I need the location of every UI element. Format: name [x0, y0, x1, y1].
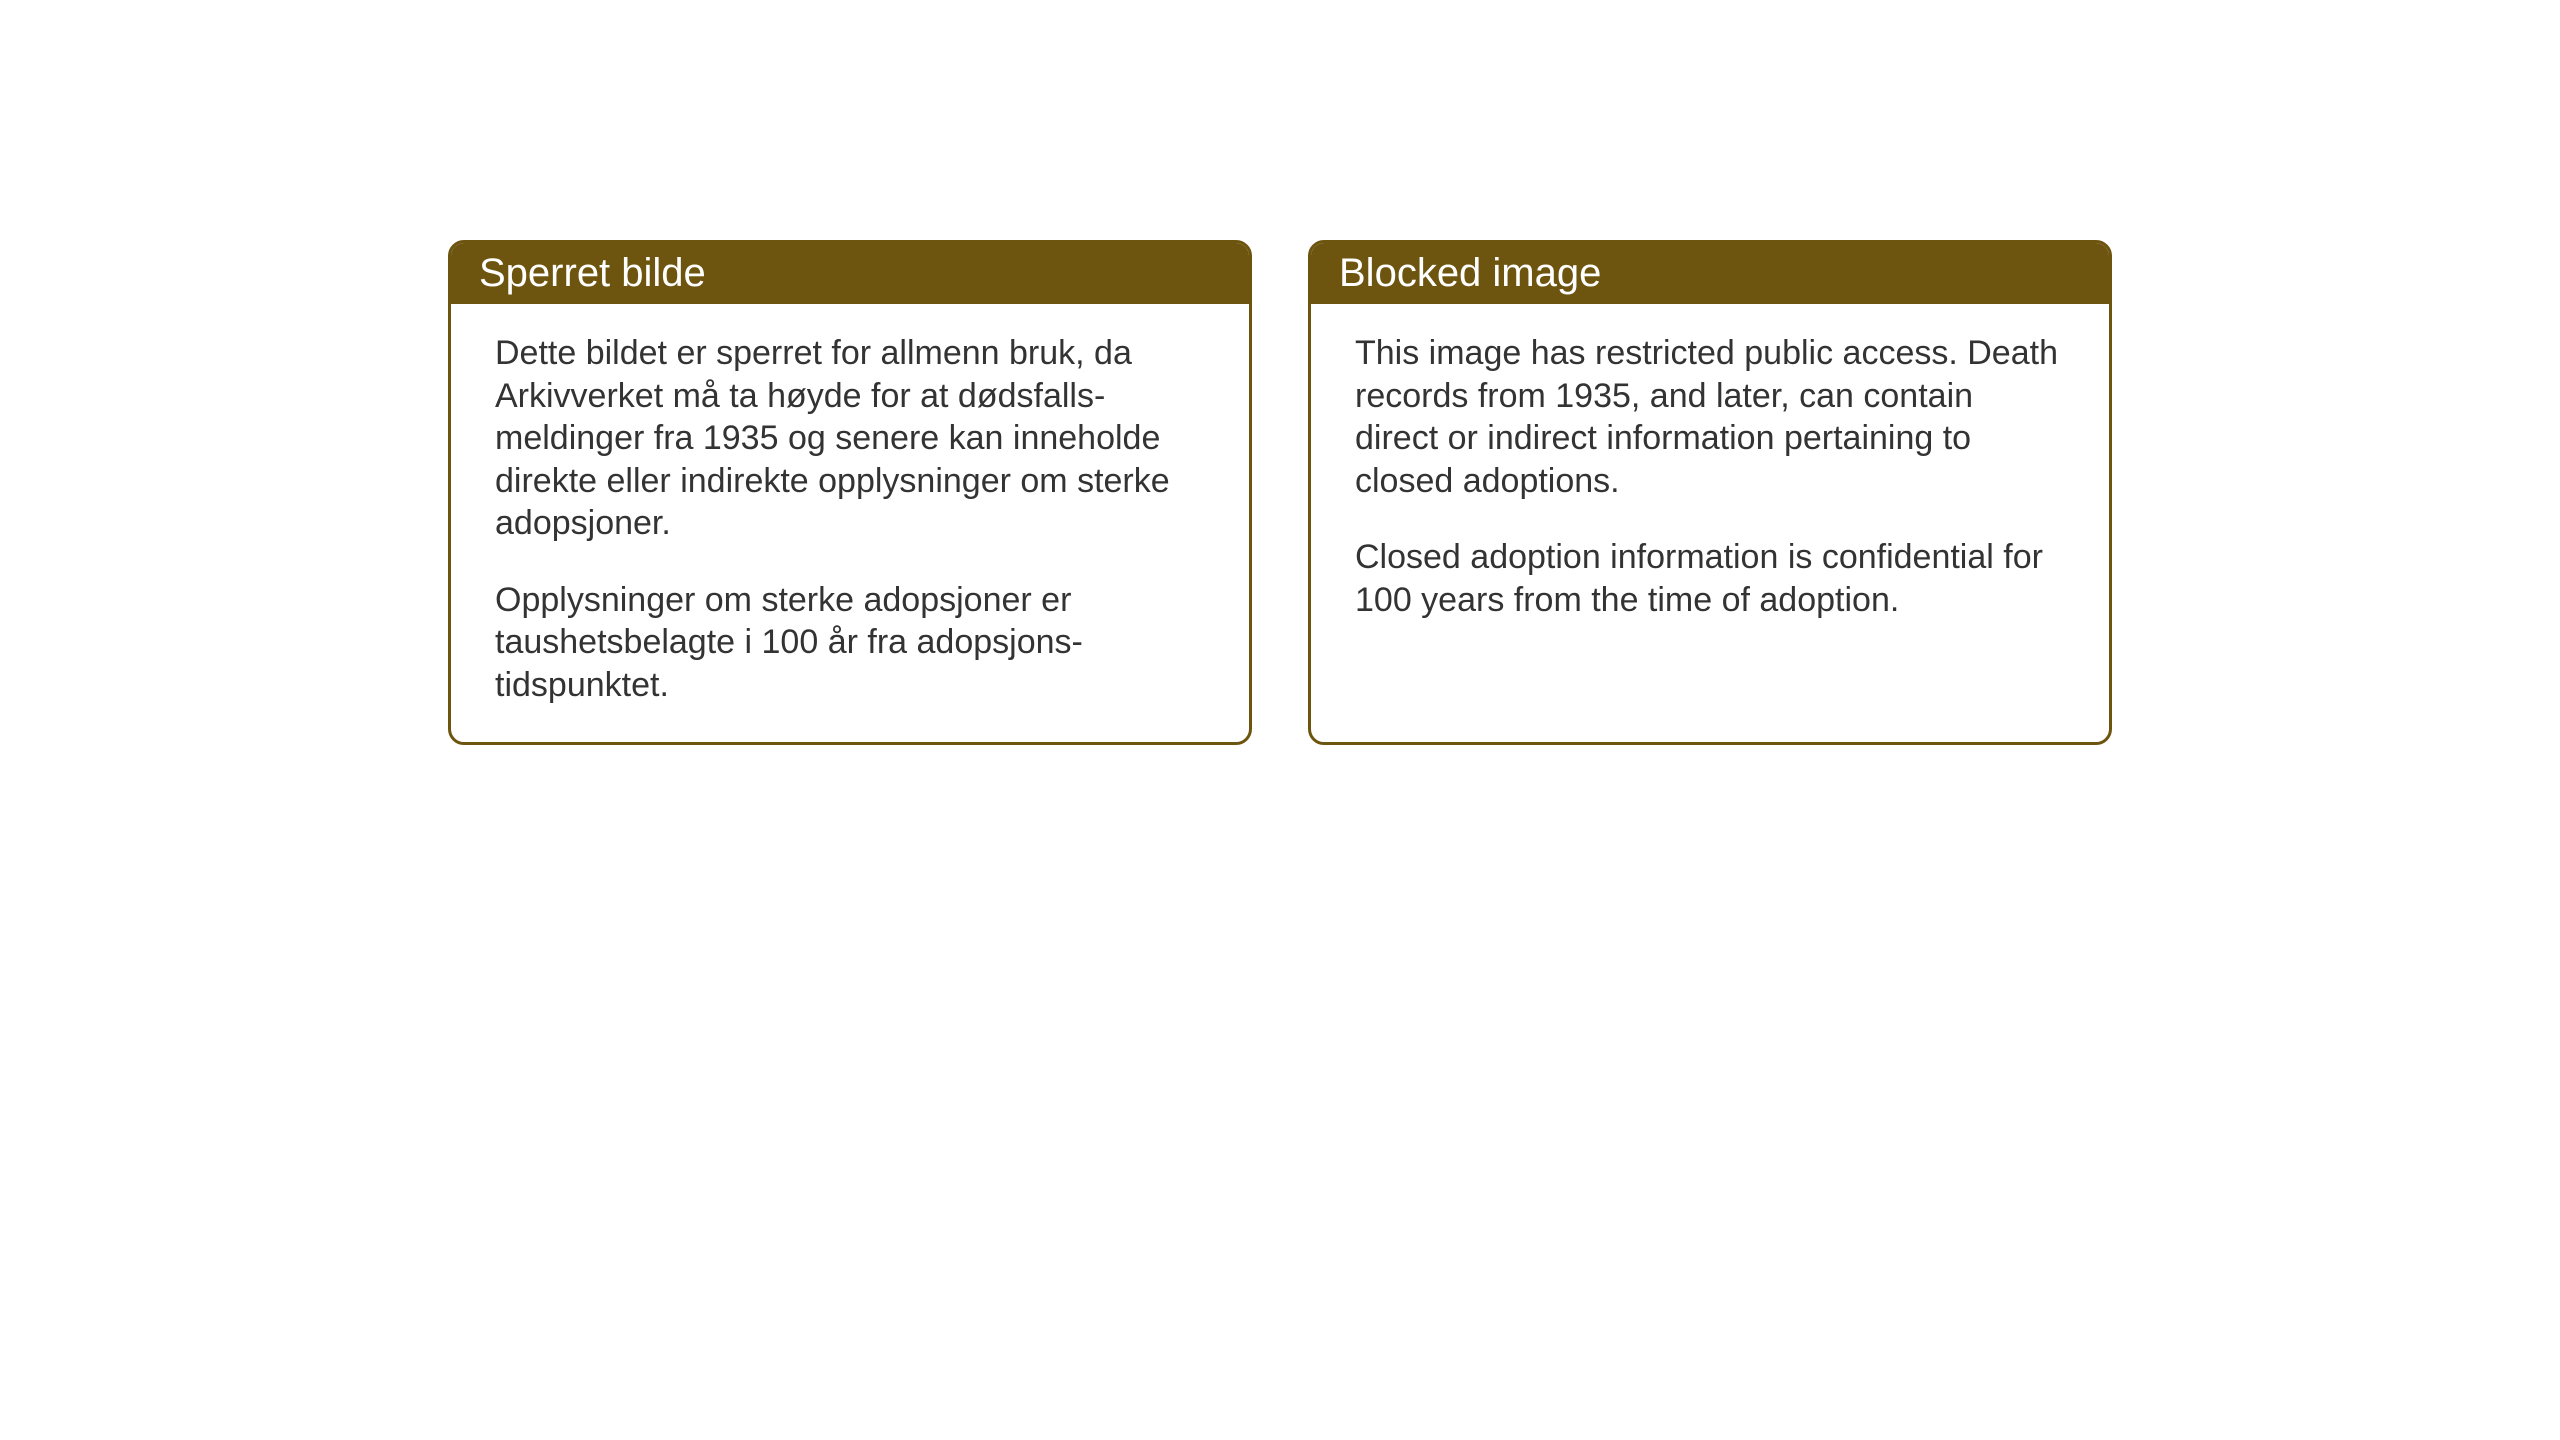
card-title-english: Blocked image [1339, 251, 1601, 295]
card-body-english: This image has restricted public access.… [1311, 304, 2109, 657]
card-body-norwegian: Dette bildet er sperret for allmenn bruk… [451, 304, 1249, 742]
notice-container: Sperret bilde Dette bildet er sperret fo… [448, 240, 2112, 745]
paragraph-1-norwegian: Dette bildet er sperret for allmenn bruk… [495, 332, 1205, 545]
paragraph-2-english: Closed adoption information is confident… [1355, 536, 2065, 621]
paragraph-2-norwegian: Opplysninger om sterke adopsjoner er tau… [495, 579, 1205, 707]
card-title-norwegian: Sperret bilde [479, 251, 706, 295]
card-header-english: Blocked image [1311, 243, 2109, 304]
notice-card-norwegian: Sperret bilde Dette bildet er sperret fo… [448, 240, 1252, 745]
paragraph-1-english: This image has restricted public access.… [1355, 332, 2065, 502]
notice-card-english: Blocked image This image has restricted … [1308, 240, 2112, 745]
card-header-norwegian: Sperret bilde [451, 243, 1249, 304]
